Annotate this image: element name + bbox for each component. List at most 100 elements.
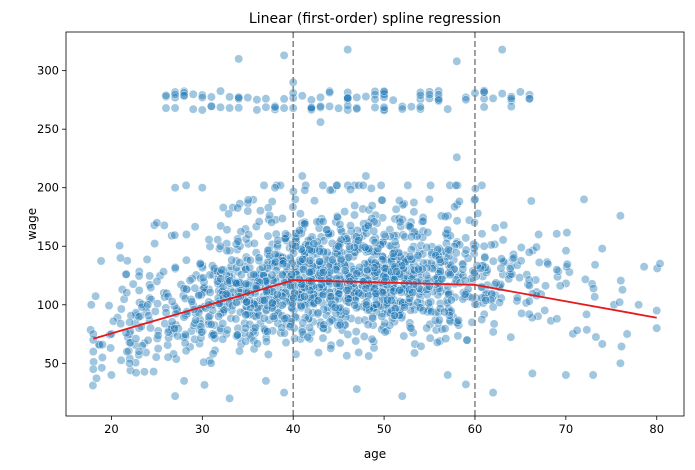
data-point <box>504 274 514 284</box>
data-point <box>276 290 286 300</box>
data-point <box>345 244 355 254</box>
data-point <box>281 229 291 239</box>
data-point <box>370 268 380 278</box>
data-point <box>263 245 273 255</box>
data-point <box>236 227 246 237</box>
data-point <box>379 92 389 102</box>
data-point <box>224 209 234 219</box>
data-point <box>509 253 519 263</box>
data-point <box>552 314 562 324</box>
data-point <box>458 259 468 269</box>
data-point <box>278 291 288 301</box>
data-point <box>179 284 189 294</box>
data-point <box>355 233 364 243</box>
data-point <box>270 102 280 112</box>
data-point <box>305 323 315 333</box>
data-point <box>481 288 491 298</box>
data-point <box>335 219 345 229</box>
data-point <box>358 180 368 190</box>
data-point <box>314 348 323 358</box>
data-point <box>139 367 149 377</box>
data-point <box>328 315 338 325</box>
data-point <box>300 313 310 323</box>
data-point <box>350 248 360 258</box>
data-point <box>161 303 171 313</box>
data-point <box>509 249 518 259</box>
data-point <box>170 301 179 311</box>
data-point <box>336 310 346 320</box>
data-point <box>370 237 380 247</box>
data-point <box>272 289 282 299</box>
data-point <box>479 309 489 319</box>
data-point <box>488 256 498 266</box>
data-point <box>337 227 347 237</box>
data-point <box>235 258 245 268</box>
data-point <box>255 206 265 216</box>
x-tick-label: 50 <box>377 422 392 436</box>
data-point <box>409 265 418 274</box>
data-point <box>242 255 252 265</box>
data-point <box>280 234 290 244</box>
data-point <box>377 251 387 261</box>
data-point <box>399 331 409 341</box>
data-point <box>233 236 243 246</box>
data-point <box>523 280 533 290</box>
data-point <box>125 358 135 368</box>
data-point <box>527 313 537 323</box>
data-point <box>445 231 455 241</box>
data-point <box>370 86 380 96</box>
data-point <box>444 289 454 299</box>
data-point <box>305 267 315 277</box>
data-point <box>259 180 269 190</box>
data-point <box>416 303 425 313</box>
data-point <box>410 266 420 275</box>
data-point <box>524 247 534 257</box>
data-point <box>313 308 323 318</box>
data-point <box>310 196 319 206</box>
data-point <box>395 285 405 295</box>
data-point <box>368 313 378 323</box>
data-point <box>263 231 273 241</box>
data-point <box>363 320 373 330</box>
data-point <box>97 363 107 373</box>
data-point <box>231 239 241 249</box>
data-point <box>221 289 231 299</box>
data-point <box>406 102 416 112</box>
data-point <box>95 340 105 350</box>
data-point <box>89 357 99 367</box>
data-point <box>233 203 243 213</box>
data-point <box>435 267 445 276</box>
data-point <box>204 312 214 322</box>
data-point <box>253 339 262 349</box>
data-point <box>386 295 396 305</box>
data-point <box>340 320 350 330</box>
data-point <box>235 307 245 317</box>
plot-frame <box>65 31 685 417</box>
data-point <box>318 323 328 333</box>
data-point <box>315 257 325 267</box>
data-point <box>386 256 396 266</box>
data-point <box>435 255 444 265</box>
data-point <box>170 103 180 113</box>
data-point <box>425 87 434 97</box>
data-point <box>372 267 382 277</box>
data-point <box>242 297 252 307</box>
data-point <box>344 271 353 281</box>
data-point <box>150 239 160 249</box>
data-point <box>167 231 177 241</box>
data-point <box>276 180 285 190</box>
data-point <box>331 244 341 254</box>
data-point <box>390 262 400 271</box>
data-point <box>143 300 153 310</box>
data-point <box>369 226 379 236</box>
data-point <box>490 223 500 233</box>
data-point <box>222 225 232 235</box>
data-point <box>205 287 215 297</box>
data-point <box>652 323 662 333</box>
data-point <box>145 293 154 303</box>
data-point <box>477 229 487 239</box>
data-point <box>131 368 141 378</box>
data-point <box>397 102 407 111</box>
data-point <box>227 301 237 311</box>
data-point <box>318 333 328 343</box>
